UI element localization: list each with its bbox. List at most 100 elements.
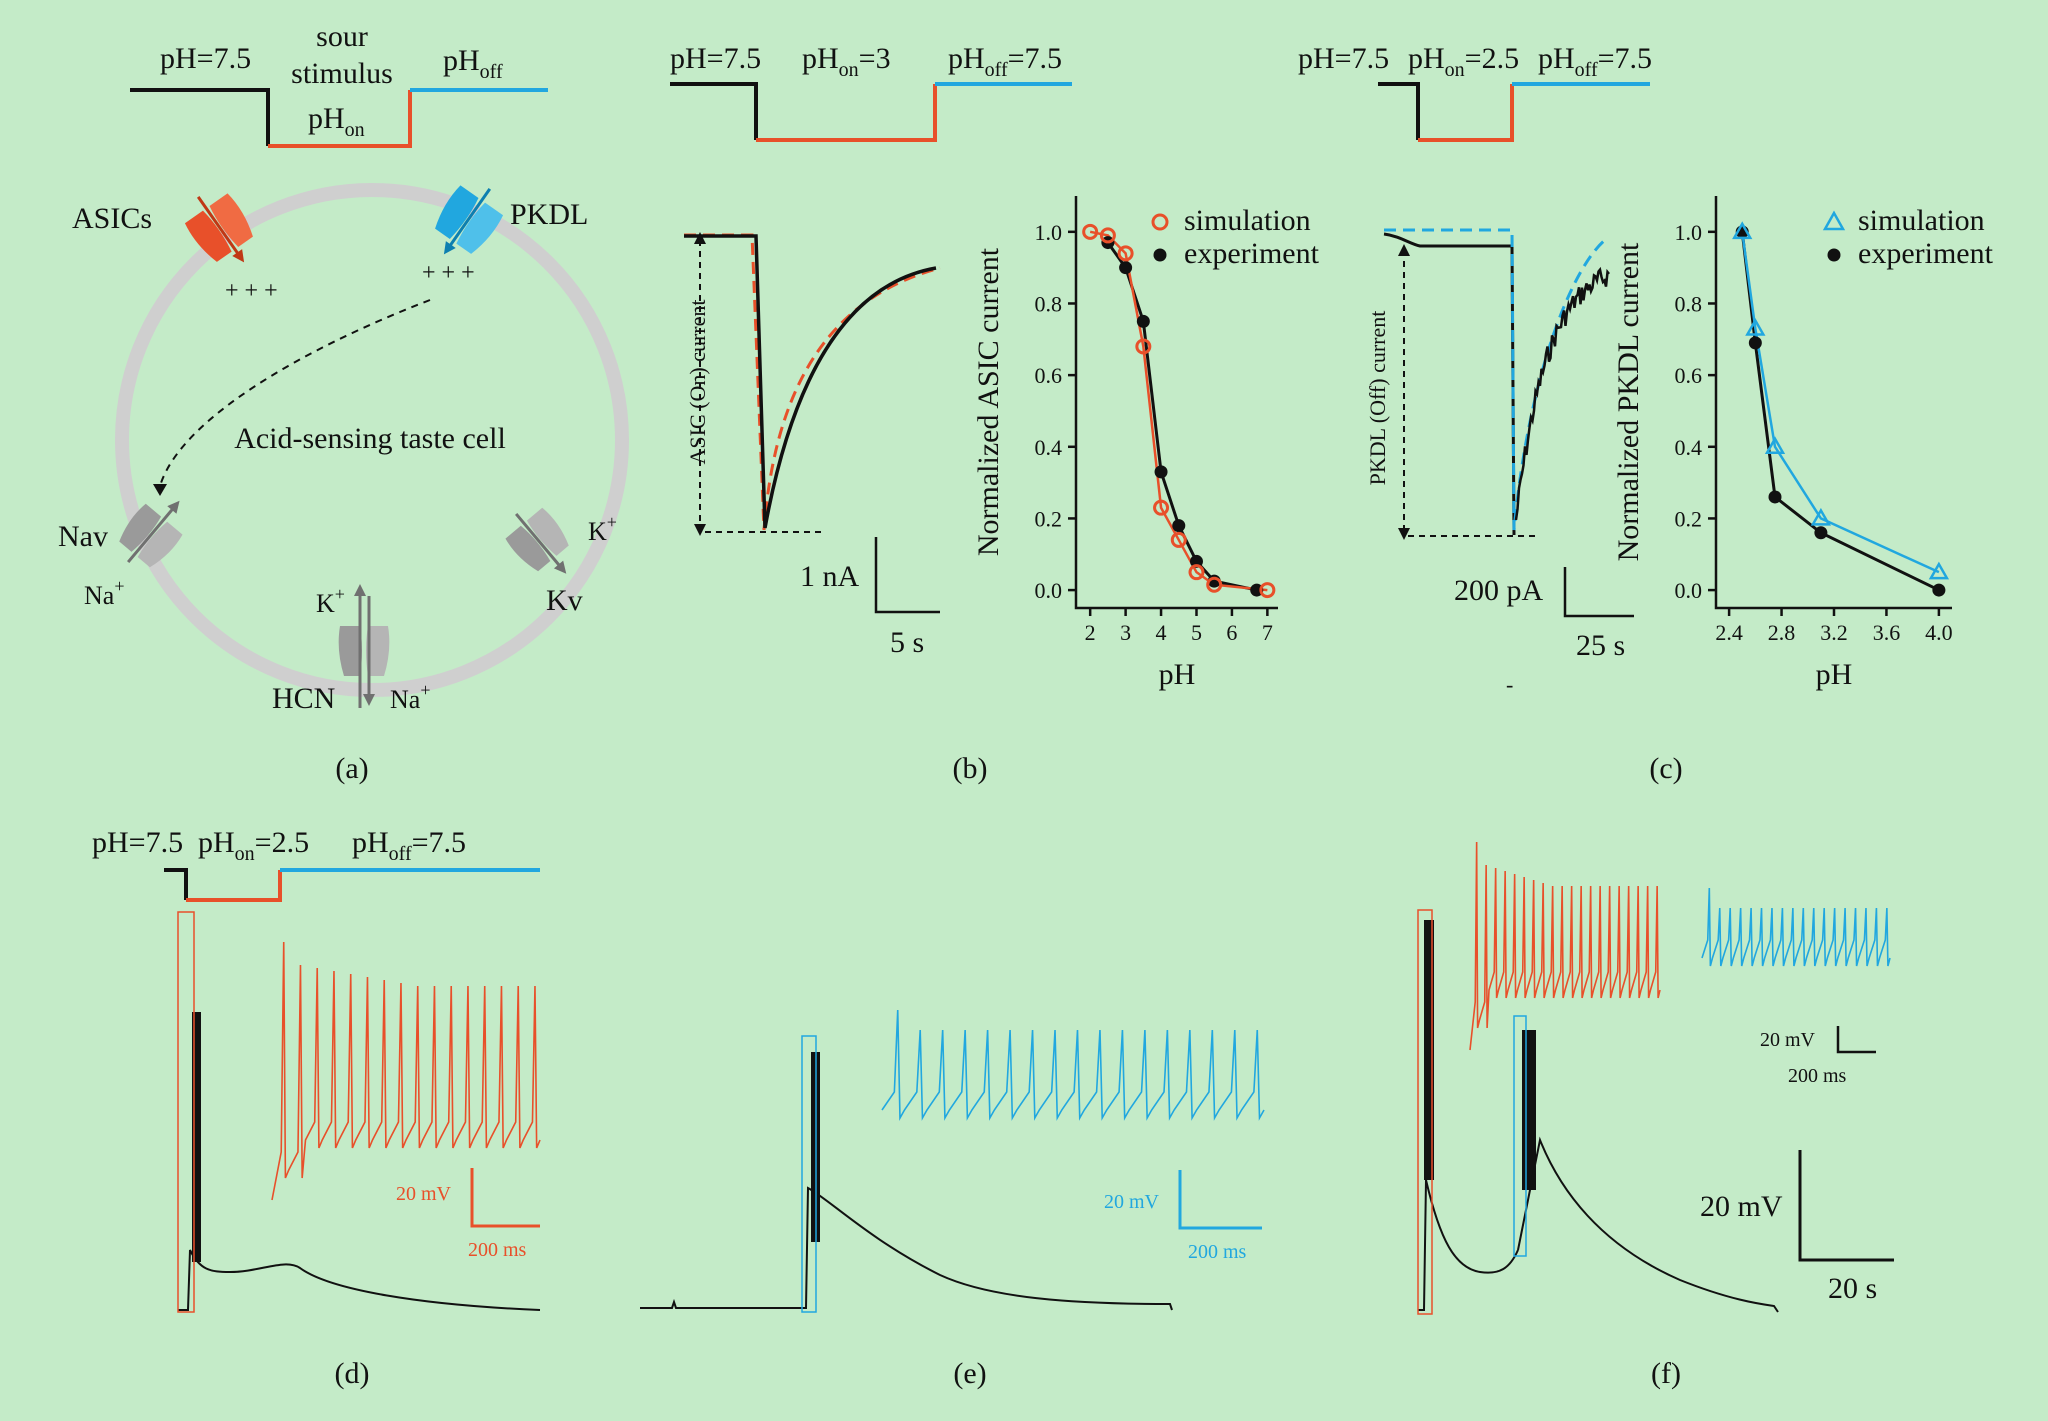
y-tick-label: 0.2 xyxy=(1675,506,1703,531)
pkdl-charges: + + + xyxy=(422,260,475,286)
caption-e: (e) xyxy=(953,1357,986,1390)
experiment-series-line xyxy=(1740,231,1940,592)
asic-channel-icon xyxy=(184,193,253,263)
scale-f-x: 20 s xyxy=(1828,1272,1877,1305)
kv-ion: K+ xyxy=(588,512,617,546)
experiment-point xyxy=(1768,490,1782,504)
simulation-point xyxy=(1188,564,1205,581)
hcn-channel-icon xyxy=(338,584,390,708)
experiment-point xyxy=(1154,465,1168,479)
simulation-series-line xyxy=(1740,231,1940,574)
voltage-trace-f: 20 mV 200 ms 20 mV 20 s xyxy=(1417,841,1894,1315)
experiment-point xyxy=(1189,554,1203,568)
protocol-ph-off: pHoff xyxy=(443,44,503,83)
asic-trace-ylabel: ASIC (On) current xyxy=(685,300,710,465)
scale-d-y: 20 mV xyxy=(396,1183,452,1205)
protocol-ph-start: pH=7.5 xyxy=(160,42,251,75)
protocol-d-ph-on: pHon=2.5 xyxy=(198,826,309,865)
asic-label: ASICs xyxy=(72,202,152,235)
y-tick-label: 1.0 xyxy=(1675,220,1703,245)
simulation-point xyxy=(1928,561,1950,580)
legend-experiment-marker xyxy=(1827,248,1841,262)
panel-a: pH=7.5 sour stimulus pHon pHoff Acid-sen… xyxy=(58,20,629,785)
simulation-point xyxy=(1764,436,1786,455)
box-e xyxy=(801,1035,817,1313)
voltage-trace-d: 20 mV 200 ms xyxy=(177,911,541,1313)
hcn-label: HCN xyxy=(272,682,335,715)
scale-f-inset-y: 20 mV xyxy=(1760,1029,1816,1051)
x-tick-label: 2.4 xyxy=(1715,620,1743,645)
x-tick-label: 7 xyxy=(1262,620,1273,645)
simulation-point xyxy=(1810,507,1832,526)
panel-f: 20 mV 200 ms 20 mV 20 s (f) xyxy=(1417,841,1894,1390)
legend-experiment-label: experiment xyxy=(1858,237,1994,270)
legend-simulation-marker xyxy=(1822,210,1846,231)
experiment-point xyxy=(1814,526,1828,540)
simulation-series-line xyxy=(1089,230,1268,592)
protocol-ph-on: pHon xyxy=(308,102,365,141)
legend-experiment-label: experiment xyxy=(1184,237,1320,270)
caption-c: (c) xyxy=(1649,752,1682,785)
legend-simulation-label: simulation xyxy=(1184,204,1311,237)
protocol-b-ph-off: pHoff=7.5 xyxy=(948,42,1062,81)
protocol-c-ph-off: pHoff=7.5 xyxy=(1538,42,1652,81)
y-tick-label: 0.0 xyxy=(1675,578,1703,603)
simulation-point xyxy=(1082,223,1099,240)
protocol-a: pH=7.5 sour stimulus pHon pHoff xyxy=(130,20,548,148)
pkdl-channel-icon xyxy=(435,185,504,255)
scale-d-x: 200 ms xyxy=(468,1239,527,1261)
experiment-point xyxy=(1136,314,1150,328)
y-tick-label: 0.6 xyxy=(1035,363,1063,388)
kv-label: Kv xyxy=(546,584,583,617)
asic-current-trace: ASIC (On) current 1 nA 5 s xyxy=(684,232,941,659)
y-tick-label: 0.0 xyxy=(1035,578,1063,603)
experiment-point xyxy=(1932,583,1946,597)
box-f-on xyxy=(1417,909,1433,1315)
simulation-point xyxy=(1745,318,1766,336)
protocol-d-ph-start: pH=7.5 xyxy=(92,826,183,859)
protocol-c-ph-start: pH=7.5 xyxy=(1298,42,1389,75)
y-tick-label: 0.4 xyxy=(1035,435,1063,460)
x-tick-label: 4 xyxy=(1156,620,1167,645)
x-axis-label: pH xyxy=(1816,658,1853,691)
y-tick-label: 0.2 xyxy=(1035,506,1063,531)
experiment-series-line xyxy=(1106,241,1258,592)
pkdl-scale-x: 25 s xyxy=(1576,629,1625,662)
cell-label: Acid-sensing taste cell xyxy=(234,422,506,455)
x-tick-label: 4.0 xyxy=(1925,620,1953,645)
caption-f: (f) xyxy=(1651,1357,1681,1390)
voltage-trace-e: 20 mV 200 ms xyxy=(640,1009,1265,1313)
simulation-point xyxy=(1099,227,1116,244)
scale-f-inset-x: 200 ms xyxy=(1788,1065,1847,1087)
pkdl-scale-y: 200 pA xyxy=(1454,574,1544,607)
simulation-point xyxy=(1259,582,1276,599)
hcn-k-ion: K+ xyxy=(316,584,345,618)
experiment-point xyxy=(1250,583,1264,597)
asic-charges: + + + xyxy=(225,278,278,304)
protocol-b: pH=7.5 pHon=3 pHoff=7.5 xyxy=(670,42,1072,142)
pkdl-dose-response-chart: 2.4 2.8 3.2 3.6 4.0 0.0 0.2 0.4 0.6 0.8 1.0 pH Norma… xyxy=(1612,196,1994,691)
inset-spikes-e xyxy=(881,1009,1265,1121)
pkdl-current-trace: PKDL (Off) current 200 pA 25 s xyxy=(1365,228,1634,662)
y-tick-label: 0.8 xyxy=(1035,291,1063,316)
experiment-point xyxy=(1172,519,1186,533)
protocol-d: pH=7.5 pHon=2.5 pHoff=7.5 xyxy=(92,826,540,902)
asic-dose-response-chart: 2 3 4 5 6 7 0.0 0.2 0.4 0.6 0.8 1.0 pH Normalized ASI… xyxy=(972,196,1320,691)
legend-experiment-marker xyxy=(1153,248,1167,262)
protocol-c-ph-on: pHon=2.5 xyxy=(1408,42,1519,81)
protocol-c: pH=7.5 pHon=2.5 pHoff=7.5 xyxy=(1298,42,1652,142)
pkdl-label: PKDL xyxy=(510,198,588,231)
nav-label: Nav xyxy=(58,520,108,553)
asic-scale-x: 5 s xyxy=(890,626,924,659)
simulation-point xyxy=(1117,245,1134,262)
x-tick-label: 3 xyxy=(1120,620,1131,645)
legend-simulation-marker xyxy=(1151,213,1169,231)
inset-spikes-f-off xyxy=(1701,887,1891,967)
scale-f-y: 20 mV xyxy=(1700,1190,1783,1223)
caption-d: (d) xyxy=(335,1357,370,1390)
protocol-b-ph-on: pHon=3 xyxy=(802,42,891,81)
cell-membrane xyxy=(115,183,629,697)
y-axis-label: Normalized ASIC current xyxy=(972,247,1005,556)
chart-axes xyxy=(1074,196,1278,610)
